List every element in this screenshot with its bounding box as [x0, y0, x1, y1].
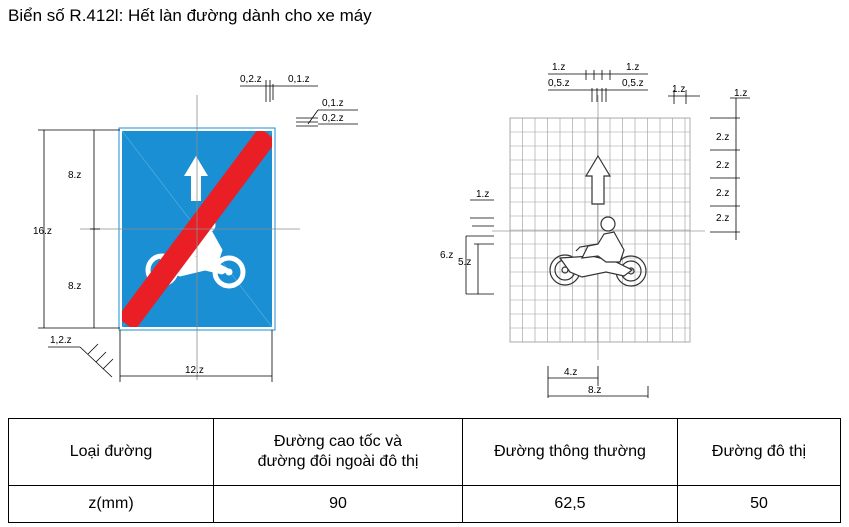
svg-text:1,2.z: 1,2.z	[50, 335, 72, 346]
svg-text:0,2.z: 0,2.z	[322, 113, 344, 124]
header-normal-road: Đường thông thường	[462, 418, 678, 486]
svg-text:12.z: 12.z	[185, 365, 204, 376]
svg-text:16.z: 16.z	[33, 226, 52, 237]
left-dimension-labels: 0,2.z 0,1.z 0,1.z 0,2.z 8.z 16.z 8.z 1,2…	[33, 74, 344, 376]
svg-text:0,5.z: 0,5.z	[548, 78, 570, 89]
svg-text:0,5.z: 0,5.z	[622, 78, 644, 89]
table-row: z(mm) 90 62,5 50	[8, 485, 841, 523]
svg-text:2.z: 2.z	[716, 213, 729, 224]
svg-text:5.z: 5.z	[458, 257, 471, 268]
sign-title: Biển số R.412l: Hết làn đường dành cho x…	[8, 6, 372, 25]
svg-text:2.z: 2.z	[716, 132, 729, 143]
svg-text:8.z: 8.z	[68, 170, 81, 181]
left-dimensions	[38, 80, 358, 382]
header-urban-road: Đường đô thị	[677, 418, 841, 486]
svg-text:2.z: 2.z	[716, 188, 729, 199]
svg-text:8.z: 8.z	[68, 281, 81, 292]
size-table: Loại đường Đường cao tốc và đường đôi ng…	[8, 418, 841, 523]
arrow-outline-icon	[584, 154, 612, 205]
svg-text:1.z: 1.z	[626, 62, 639, 73]
value-normal-road: 62,5	[462, 485, 678, 523]
svg-text:0,1.z: 0,1.z	[322, 98, 344, 109]
svg-text:2.z: 2.z	[716, 160, 729, 171]
svg-text:0,1.z: 0,1.z	[288, 74, 310, 85]
svg-text:1.z: 1.z	[734, 88, 747, 99]
svg-text:1.z: 1.z	[672, 84, 685, 95]
sign-left	[80, 95, 300, 380]
motorcycle-outline-icon	[549, 216, 647, 287]
header-expressway: Đường cao tốc và đường đôi ngoài đô thị	[213, 418, 463, 486]
header-expressway-line2: đường đôi ngoài đô thị	[257, 453, 419, 470]
technical-drawing: 0,2.z 0,1.z 0,1.z 0,2.z 8.z 16.z 8.z 1,2…	[33, 62, 750, 398]
svg-text:8.z: 8.z	[588, 385, 601, 396]
svg-text:0,2.z: 0,2.z	[240, 74, 262, 85]
right-dimensions	[465, 70, 750, 398]
header-road-type: Loại đường	[8, 418, 214, 486]
value-urban-road: 50	[677, 485, 841, 523]
sign-grid	[510, 118, 690, 342]
svg-text:1.z: 1.z	[552, 62, 565, 73]
svg-text:6.z: 6.z	[440, 250, 453, 261]
right-dimension-labels: 1.z 1.z 0,5.z 0,5.z 1.z 1.z 2.z 2.z 2.z …	[440, 62, 747, 396]
header-expressway-line1: Đường cao tốc và	[274, 433, 402, 450]
table-header-row: Loại đường Đường cao tốc và đường đôi ng…	[8, 418, 841, 486]
value-expressway: 90	[213, 485, 463, 523]
arrow-up-icon	[184, 156, 208, 201]
row-label-z: z(mm)	[8, 485, 214, 523]
svg-text:1.z: 1.z	[476, 189, 489, 200]
svg-text:4.z: 4.z	[564, 367, 577, 378]
